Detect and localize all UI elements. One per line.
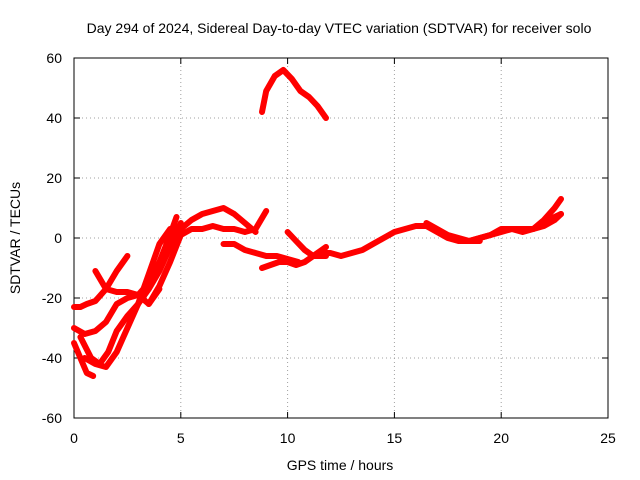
- chart-title: Day 294 of 2024, Sidereal Day-to-day VTE…: [87, 20, 592, 36]
- series-arc-3: [71, 340, 97, 379]
- series-arc-7: [145, 208, 270, 307]
- series-arc-2: [71, 214, 180, 337]
- series-arc-11: [284, 229, 329, 259]
- x-axis-label: GPS time / hours: [287, 457, 394, 473]
- x-tick-label: 5: [177, 430, 185, 446]
- series-arc-16: [423, 220, 483, 244]
- y-tick-label: 0: [54, 230, 62, 246]
- series-arc-15: [530, 211, 564, 232]
- y-tick-label: -60: [42, 410, 62, 426]
- series-arc-1: [71, 253, 131, 310]
- axis-ticks: 0 5 10 15 20 25 -60 -40 -20 0 20 40 60: [42, 50, 616, 446]
- series-arc-8: [167, 205, 259, 247]
- grid: [74, 58, 608, 418]
- y-tick-label: 60: [46, 50, 62, 66]
- x-tick-label: 15: [387, 430, 403, 446]
- x-tick-label: 20: [493, 430, 509, 446]
- plot-frame: [73, 57, 609, 419]
- series-arc-5: [77, 220, 184, 367]
- x-tick-label: 0: [70, 430, 78, 446]
- series-group: [71, 67, 564, 379]
- y-tick-label: -20: [42, 290, 62, 306]
- x-tick-label: 10: [280, 430, 296, 446]
- y-tick-label: 20: [46, 170, 62, 186]
- series-arc-14: [466, 196, 564, 244]
- series-arc-12: [259, 67, 329, 121]
- x-tick-label: 25: [600, 430, 616, 446]
- y-axis-label: SDTVAR / TECUs: [7, 182, 23, 294]
- y-tick-label: -40: [42, 350, 62, 366]
- series-arc-13: [316, 211, 564, 259]
- series-arc-9: [220, 241, 302, 265]
- y-tick-label: 40: [46, 110, 62, 126]
